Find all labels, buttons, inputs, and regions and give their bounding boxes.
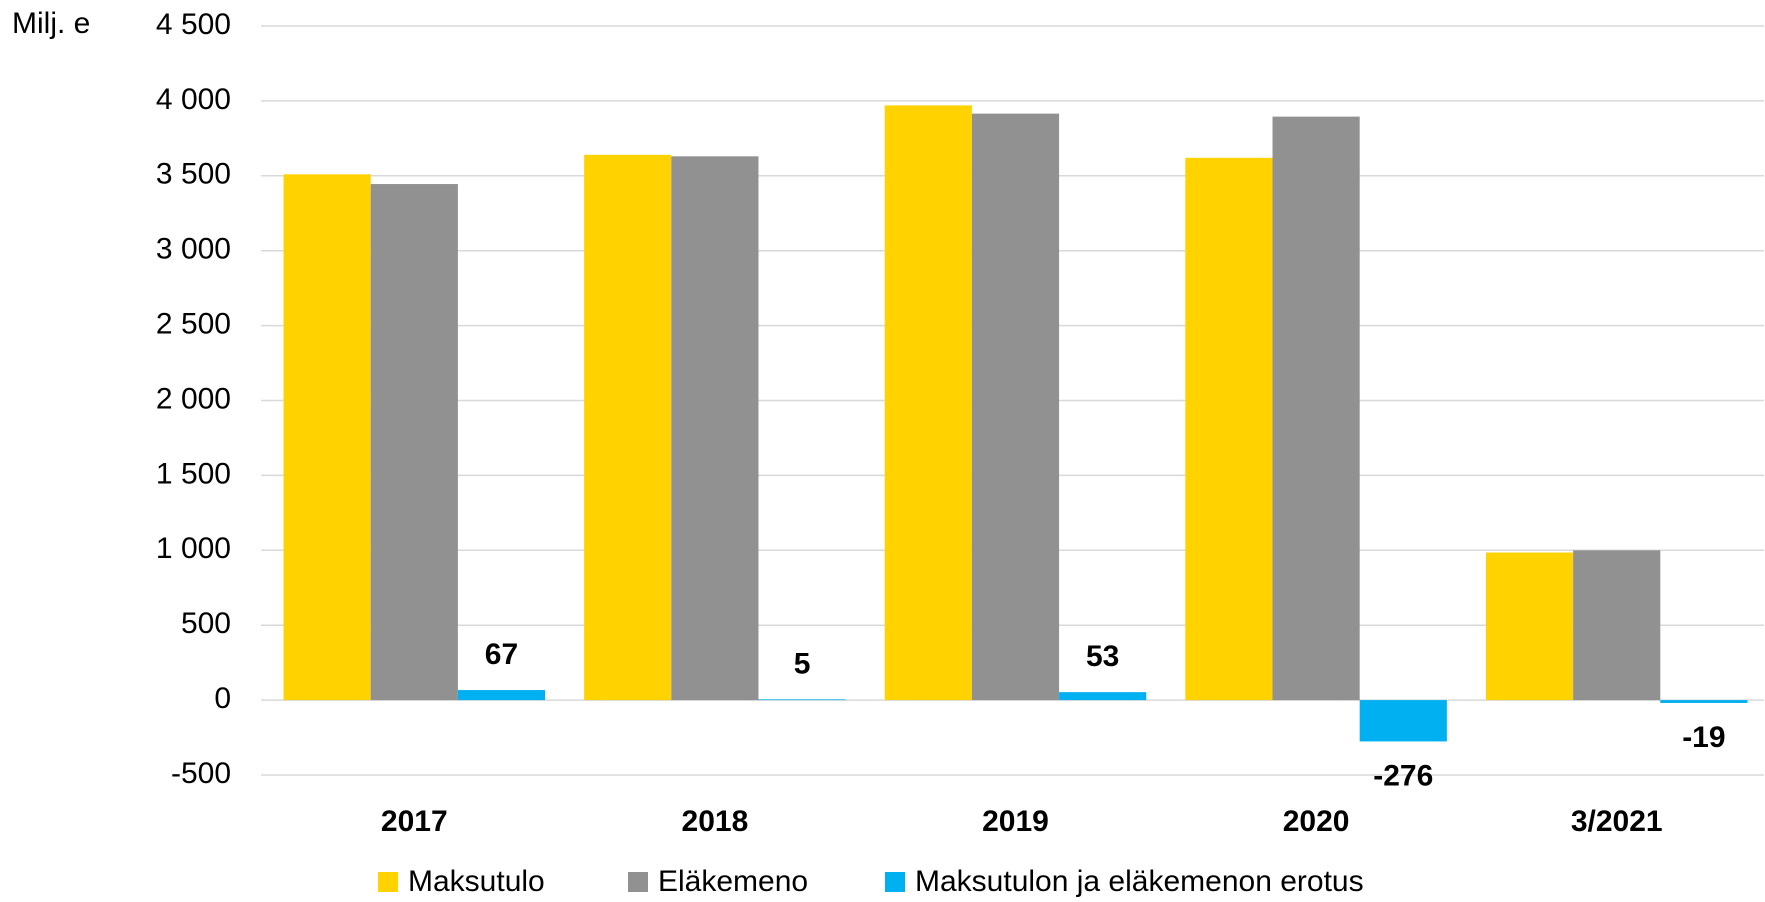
legend-label: Eläkemeno: [658, 865, 808, 898]
x-tick-label: 2019: [982, 805, 1049, 838]
bar: [971, 113, 1060, 701]
x-tick-label: 2017: [381, 805, 448, 838]
y-axis-label: Milj. e: [12, 7, 90, 40]
y-tick-label: 3 000: [156, 233, 231, 266]
y-tick-label: 2 000: [156, 382, 231, 415]
y-tick-label: 0: [214, 682, 231, 715]
legend-label: Maksutulo: [408, 865, 545, 898]
bar: [1573, 550, 1661, 701]
y-tick-label: 1 000: [156, 532, 231, 565]
y-tick-label: -500: [171, 757, 231, 790]
data-label: -276: [1373, 759, 1433, 792]
y-tick-label: 3 500: [156, 158, 231, 191]
x-tick-label: 3/2021: [1571, 805, 1663, 838]
x-tick-label: 2020: [1283, 805, 1350, 838]
x-tick-label: 2018: [682, 805, 749, 838]
legend-swatch: [378, 872, 398, 892]
bar: [1059, 692, 1147, 701]
y-tick-label: 2 500: [156, 308, 231, 341]
bar: [1185, 157, 1273, 701]
data-label: 67: [485, 638, 518, 671]
bar: [584, 154, 672, 701]
bar: [283, 174, 371, 701]
data-label: 53: [1086, 640, 1119, 673]
bar: [758, 699, 846, 701]
y-tick-label: 4 500: [156, 8, 231, 41]
data-label: 5: [794, 647, 811, 680]
legend-swatch: [885, 872, 905, 892]
legend-label: Maksutulon ja eläkemenon erotus: [915, 865, 1364, 898]
bar: [370, 184, 458, 701]
bar: [1660, 700, 1748, 703]
y-tick-label: 500: [181, 607, 231, 640]
bar: [884, 105, 972, 701]
data-label: -19: [1682, 721, 1725, 754]
bar: [1485, 552, 1574, 701]
bar: [671, 156, 759, 701]
bar: [1272, 116, 1360, 701]
bar: [1359, 700, 1447, 742]
bar: [457, 690, 546, 701]
y-tick-label: 4 000: [156, 83, 231, 116]
legend-swatch: [628, 872, 648, 892]
y-tick-label: 1 500: [156, 457, 231, 490]
